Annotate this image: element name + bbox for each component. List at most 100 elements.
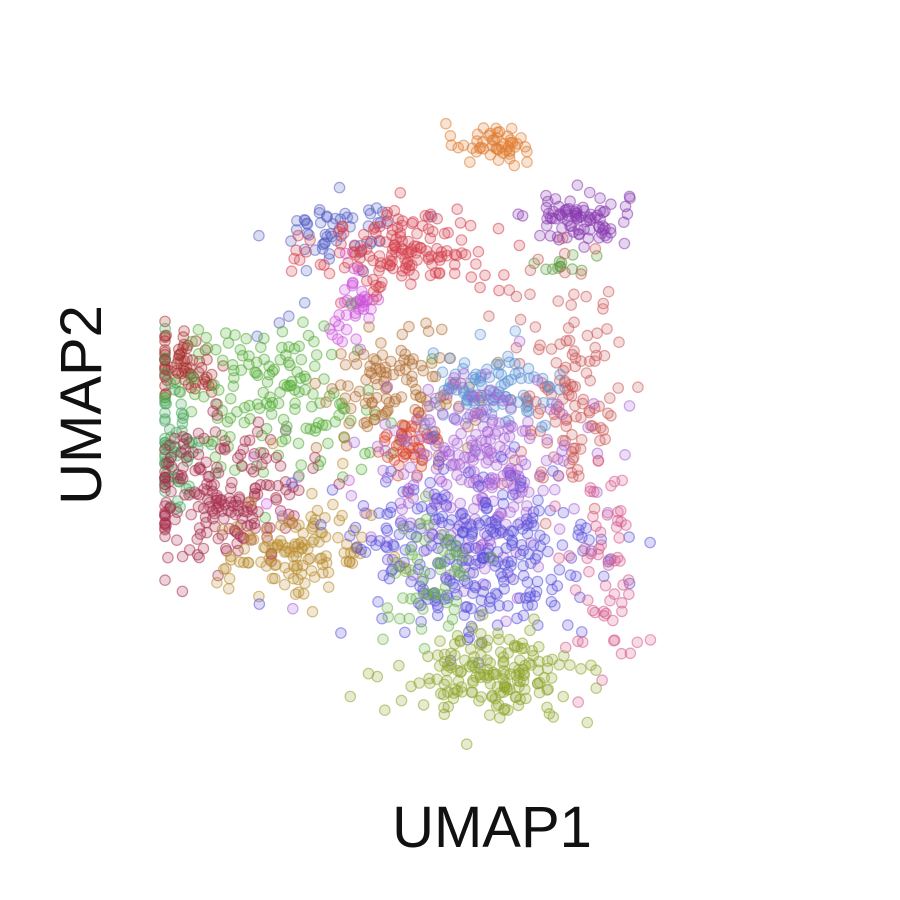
scatter-point (410, 531, 423, 544)
scatter-point (306, 487, 318, 500)
scatter-point (399, 253, 411, 265)
scatter-point (585, 659, 597, 672)
scatter-point (388, 239, 401, 251)
scatter-point (504, 506, 516, 518)
scatter-point (392, 659, 405, 672)
scatter-point (448, 638, 461, 650)
scatter-point (353, 303, 365, 315)
scatter-point (329, 212, 342, 225)
scatter-point (178, 355, 191, 367)
scatter-point (201, 353, 213, 366)
scatter-point (493, 417, 506, 429)
scatter-point (270, 558, 282, 571)
scatter-point (574, 443, 587, 455)
scatter-point (326, 328, 339, 341)
scatter-point (216, 354, 229, 367)
scatter-point (378, 704, 391, 716)
scatter-point (479, 368, 492, 380)
scatter-point (594, 434, 606, 447)
scatter-point (581, 329, 594, 342)
scatter-point (504, 469, 517, 482)
scatter-point (251, 426, 264, 438)
scatter-point (284, 546, 296, 558)
scatter-point (504, 447, 517, 459)
scatter-point (304, 552, 316, 565)
scatter-point (466, 686, 479, 699)
scatter-point (602, 285, 615, 298)
scatter-point (454, 666, 467, 679)
scatter-point (315, 552, 328, 564)
scatter-point (339, 392, 352, 404)
scatter-point (597, 303, 609, 315)
scatter-point (612, 382, 624, 394)
scatter-point (295, 353, 308, 366)
scatter-point (447, 458, 459, 470)
scatter-point (398, 626, 411, 639)
scatter-point (537, 396, 550, 409)
scatter-point (381, 553, 394, 566)
scatter-point (528, 613, 540, 625)
scatter-point (581, 716, 594, 729)
scatter-point (557, 506, 570, 519)
scatter-point (314, 518, 327, 531)
scatter-point (494, 524, 507, 536)
scatter-point (497, 394, 509, 407)
scatter-point (223, 572, 236, 585)
scatter-point (289, 397, 301, 410)
scatter-point (519, 659, 531, 672)
scatter-point (371, 440, 384, 453)
scatter-point (556, 232, 569, 244)
scatter-point (452, 449, 465, 461)
scatter-point (340, 538, 353, 551)
scatter-point (205, 368, 218, 381)
scatter-point (282, 567, 295, 580)
scatter-point (192, 323, 205, 336)
scatter-point (537, 484, 549, 497)
scatter-point (350, 358, 363, 370)
scatter-point (568, 502, 580, 515)
scatter-point (439, 581, 452, 593)
scatter-point (527, 539, 540, 551)
scatter-point (443, 352, 456, 365)
scatter-point (493, 599, 506, 612)
scatter-point (332, 531, 344, 544)
scatter-point (406, 217, 418, 230)
scatter-point (545, 573, 557, 586)
scatter-point (448, 603, 461, 616)
scatter-point (432, 556, 445, 569)
scatter-point (573, 228, 585, 241)
scatter-point (270, 541, 282, 554)
scatter-point (285, 265, 298, 277)
scatter-point (300, 264, 313, 277)
scatter-point (463, 156, 476, 168)
scatter-point (345, 297, 358, 310)
scatter-point (238, 543, 251, 555)
scatter-point (340, 309, 353, 321)
scatter-point (327, 498, 339, 511)
scatter-point (577, 393, 590, 406)
scatter-point (411, 553, 424, 566)
scatter-point (456, 526, 469, 538)
scatter-point (594, 526, 607, 538)
scatter-point (531, 677, 544, 690)
scatter-point (587, 397, 600, 410)
scatter-point (549, 500, 561, 512)
scatter-point (601, 509, 614, 521)
scatter-point (644, 634, 657, 646)
scatter-point (569, 352, 582, 364)
scatter-point (615, 596, 628, 609)
scatter-point (319, 511, 331, 524)
scatter-point (464, 518, 477, 530)
scatter-point (507, 573, 519, 586)
scatter-point (333, 319, 345, 332)
scatter-point (276, 435, 288, 448)
scatter-point (405, 575, 417, 588)
scatter-point (323, 267, 336, 280)
scatter-point (436, 366, 449, 378)
scatter-point (312, 417, 325, 429)
scatter-point (541, 437, 554, 449)
scatter-point (430, 392, 442, 405)
scatter-point (410, 389, 422, 401)
scatter-point (261, 525, 273, 537)
scatter-point (527, 506, 540, 518)
